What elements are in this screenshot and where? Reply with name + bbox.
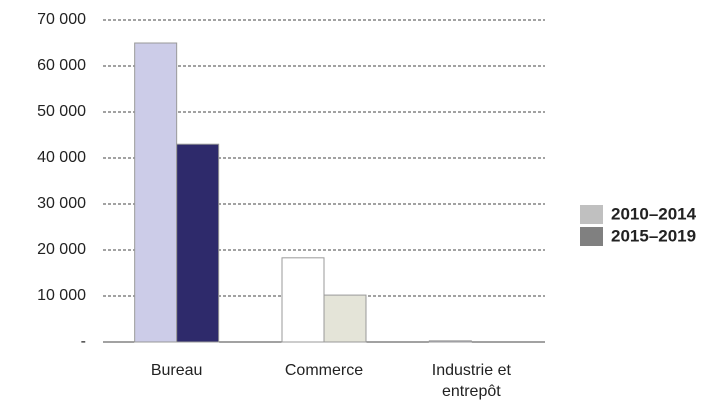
legend-swatch xyxy=(580,227,603,246)
x-tick-label: Commerce xyxy=(284,362,364,379)
bar xyxy=(176,143,220,343)
bar xyxy=(134,42,178,343)
legend-label: 2010–2014 xyxy=(611,204,697,223)
legend-swatch xyxy=(580,205,603,224)
y-tick-label: 70 000 xyxy=(37,11,86,28)
y-tick-label: 10 000 xyxy=(37,287,86,304)
y-tick-label: - xyxy=(81,333,86,350)
y-tick-label: 60 000 xyxy=(37,57,86,74)
x-tick-label: Bureau xyxy=(150,362,203,379)
bar xyxy=(281,257,325,343)
bar xyxy=(323,294,367,343)
x-tick-label: Industrie et entrepôt xyxy=(431,362,511,400)
y-tick-label: 50 000 xyxy=(37,103,86,120)
y-tick-label: 40 000 xyxy=(37,149,86,166)
bar xyxy=(428,340,472,343)
y-tick-label: 20 000 xyxy=(37,241,86,258)
legend-label: 2015–2019 xyxy=(611,226,696,245)
y-tick-label: 30 000 xyxy=(37,195,86,212)
